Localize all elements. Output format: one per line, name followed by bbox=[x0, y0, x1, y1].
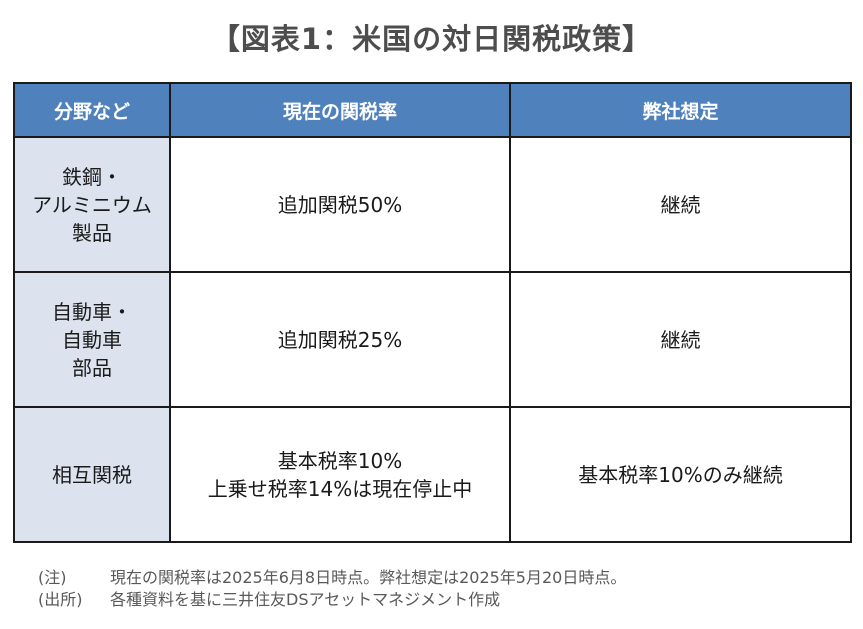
current-rate-line: 追加関税25% bbox=[277, 327, 403, 352]
current-rate-cell: 追加関税50% bbox=[169, 136, 511, 273]
header-category: 分野など bbox=[13, 82, 171, 138]
table-row: 鉄鋼・ アルミニウム 製品 追加関税50% 継続 bbox=[13, 136, 852, 273]
current-rate-cell: 追加関税25% bbox=[169, 271, 511, 408]
source-label: (出所) bbox=[38, 590, 83, 609]
category-line: 相互関税 bbox=[52, 462, 132, 487]
current-rate-line: 追加関税50% bbox=[277, 192, 403, 217]
category-line: 部品 bbox=[72, 355, 112, 380]
category-cell: 相互関税 bbox=[13, 406, 171, 543]
table-header-row: 分野など 現在の関税率 弊社想定 bbox=[13, 82, 852, 138]
assumption-line: 基本税率10%のみ継続 bbox=[578, 462, 783, 487]
category-cell: 鉄鋼・ アルミニウム 製品 bbox=[13, 136, 171, 273]
assumption-cell: 基本税率10%のみ継続 bbox=[509, 406, 852, 543]
table-row: 相互関税 基本税率10% 上乗せ税率14%は現在停止中 基本税率10%のみ継続 bbox=[13, 406, 852, 543]
note-label: (注) bbox=[38, 568, 67, 587]
note-text: 現在の関税率は2025年6月8日時点。弊社想定は2025年5月20日時点。 bbox=[110, 568, 627, 587]
current-rate-line: 基本税率10% bbox=[277, 448, 403, 473]
assumption-cell: 継続 bbox=[509, 271, 852, 408]
table-row: 自動車・ 自動車 部品 追加関税25% 継続 bbox=[13, 271, 852, 408]
category-line: アルミニウム bbox=[32, 192, 152, 217]
category-line: 自動車 bbox=[62, 327, 122, 352]
category-line: 鉄鋼・ bbox=[62, 164, 122, 189]
category-line: 製品 bbox=[72, 220, 112, 245]
assumption-cell: 継続 bbox=[509, 136, 852, 273]
page-title: 【図表1：米国の対日関税政策】 bbox=[210, 22, 653, 56]
category-cell: 自動車・ 自動車 部品 bbox=[13, 271, 171, 408]
assumption-line: 継続 bbox=[660, 192, 701, 217]
assumption-line: 継続 bbox=[660, 327, 701, 352]
current-rate-cell: 基本税率10% 上乗せ税率14%は現在停止中 bbox=[169, 406, 511, 543]
current-rate-line: 上乗せ税率14%は現在停止中 bbox=[207, 476, 473, 501]
category-line: 自動車・ bbox=[52, 299, 132, 324]
tariff-policy-table: 分野など 現在の関税率 弊社想定 鉄鋼・ アルミニウム 製品 追加関税50% 継… bbox=[13, 82, 852, 543]
header-assumption: 弊社想定 bbox=[509, 82, 852, 138]
source-row: (出所) 各種資料を基に三井住友DSアセットマネジメント作成 bbox=[38, 589, 626, 611]
source-text: 各種資料を基に三井住友DSアセットマネジメント作成 bbox=[110, 590, 501, 609]
note-row: (注) 現在の関税率は2025年6月8日時点。弊社想定は2025年5月20日時点… bbox=[38, 567, 626, 589]
footnotes: (注) 現在の関税率は2025年6月8日時点。弊社想定は2025年5月20日時点… bbox=[38, 567, 626, 611]
header-current-rate: 現在の関税率 bbox=[169, 82, 511, 138]
